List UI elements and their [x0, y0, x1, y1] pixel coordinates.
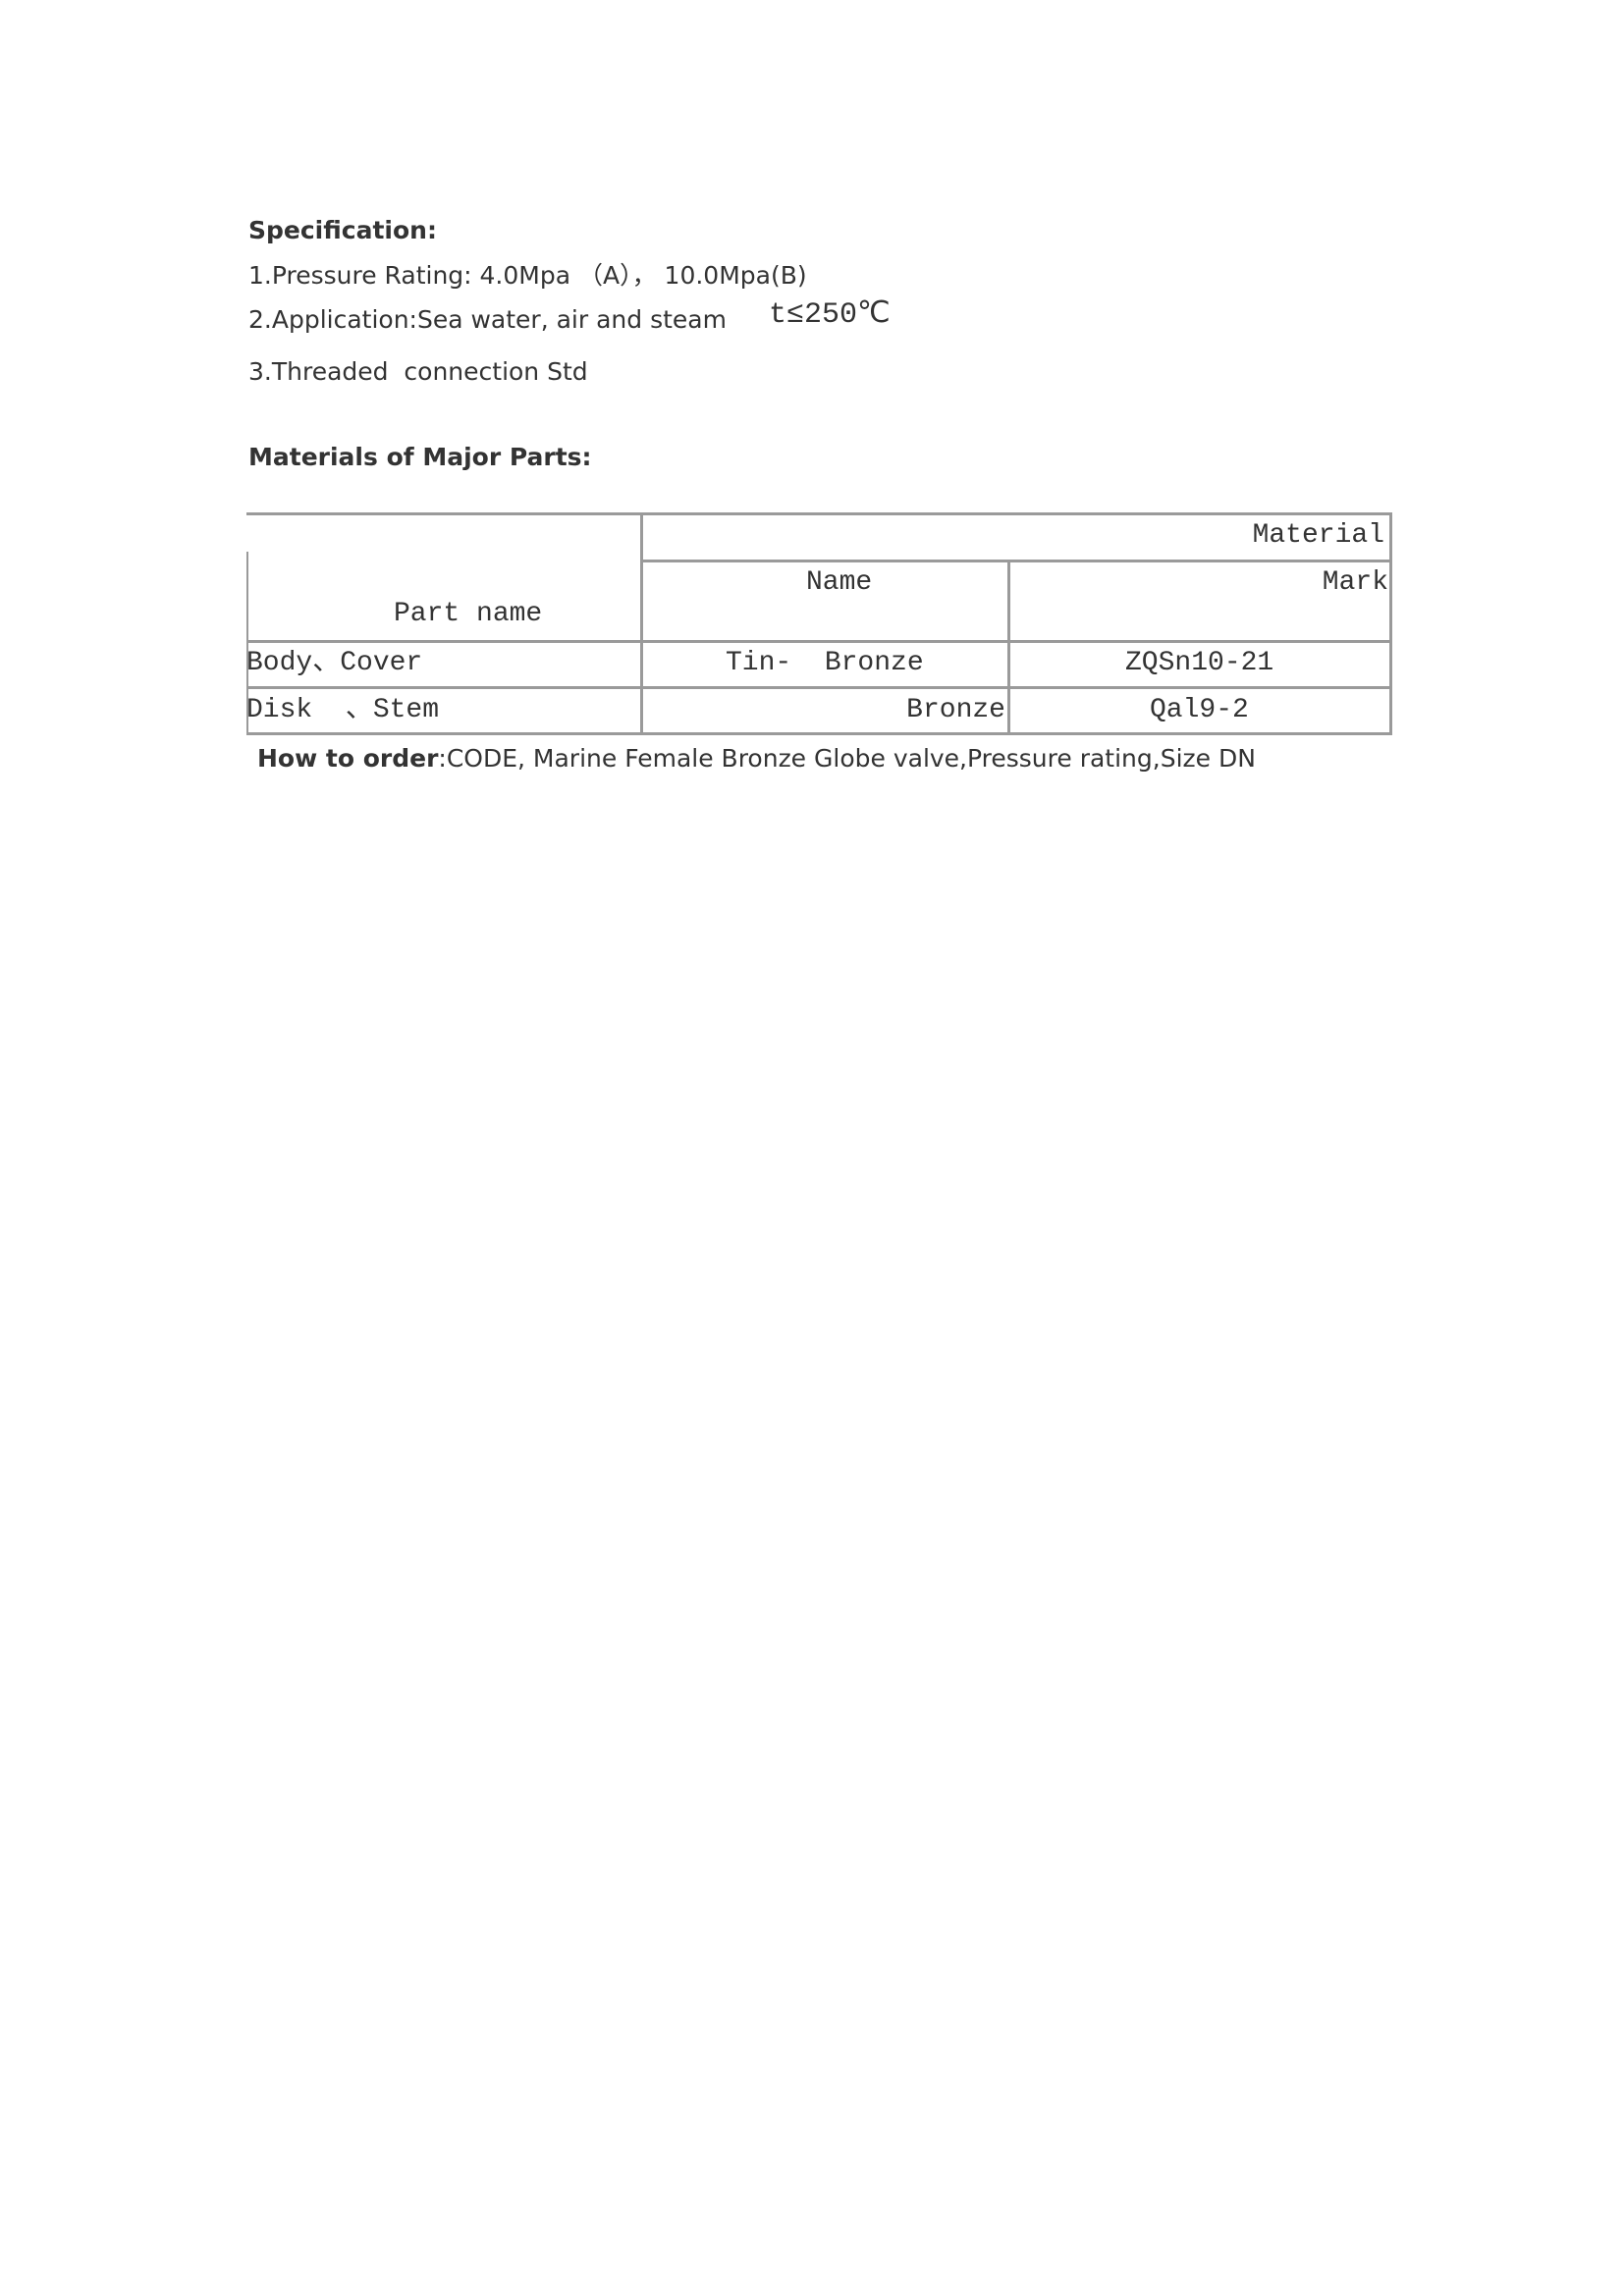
how-to-order-label: How to order [257, 744, 439, 773]
row-1-part: Body、Cover [246, 648, 423, 678]
row-1-name: Tin- Bronze [726, 648, 924, 678]
specification-heading: Specification: [248, 216, 437, 244]
materials-table: Part name Material Name Mark Body、Cover … [246, 512, 1392, 735]
header-part-name: Part name [394, 599, 543, 629]
spec-item-connection: 3.Threaded connection Std [248, 357, 588, 386]
header-material: Material [1252, 520, 1384, 551]
spec-temperature: t≤250℃ [769, 298, 891, 332]
row-2-part: Disk 、Stem [246, 695, 440, 725]
materials-heading: Materials of Major Parts: [248, 443, 592, 471]
spec-item-application: 2.Application:Sea water, air and steam [248, 305, 727, 334]
row-1-mark: ZQSn10-21 [1125, 648, 1274, 678]
header-name: Name [806, 567, 873, 598]
row-2-name: Bronze [906, 695, 1005, 725]
row-2-mark: Qal9-2 [1150, 695, 1249, 725]
spec-item-pressure: 1.Pressure Rating: 4.0Mpa （A）， 10.0Mpa(B… [248, 261, 807, 290]
how-to-order: How to order:CODE, Marine Female Bronze … [257, 744, 1256, 774]
header-mark: Mark [1322, 567, 1388, 598]
how-to-order-text: :CODE, Marine Female Bronze Globe valve,… [438, 744, 1256, 773]
